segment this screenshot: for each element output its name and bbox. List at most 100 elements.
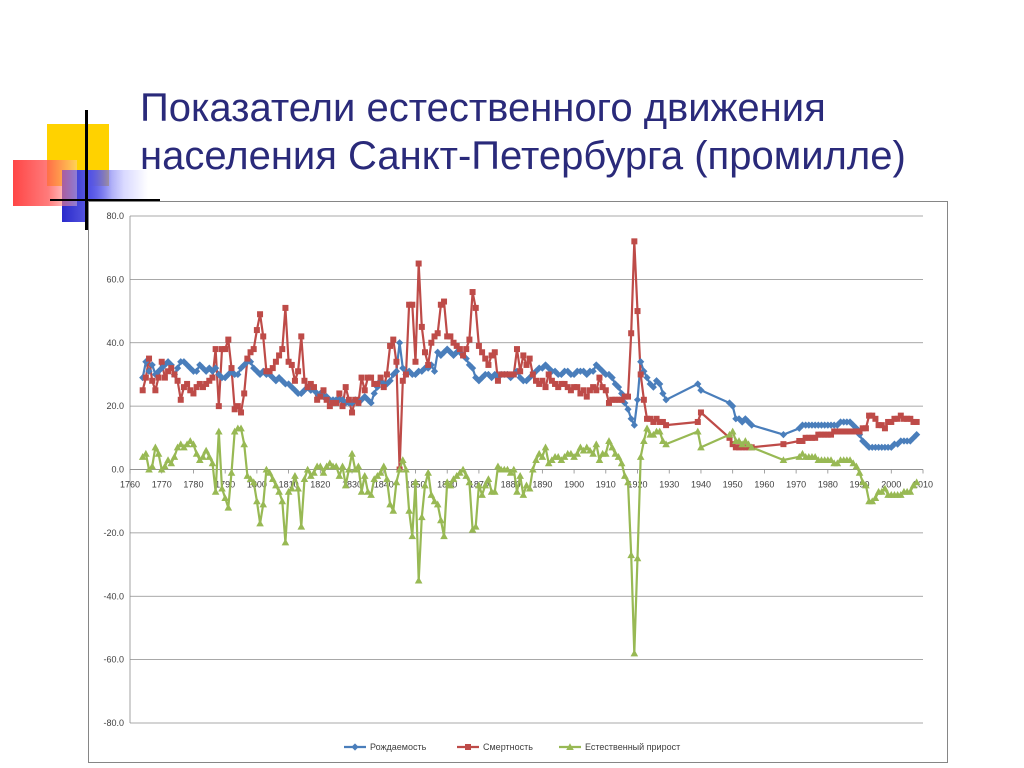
births-point	[364, 396, 372, 404]
deaths-point	[840, 428, 847, 435]
natural-increase-point	[643, 424, 651, 432]
births-point	[557, 370, 565, 379]
deaths-point	[729, 441, 736, 448]
deaths-point	[345, 396, 352, 403]
natural-increase-point	[554, 453, 563, 460]
deaths-point	[307, 380, 314, 387]
deaths-point	[650, 418, 657, 425]
natural-increase-point	[881, 484, 889, 492]
deaths-point	[555, 384, 562, 391]
natural-increase-point	[414, 576, 423, 584]
x-tick-label: 1930	[659, 480, 679, 490]
deaths-point	[910, 418, 917, 425]
deaths-point	[149, 377, 156, 384]
deaths-point	[640, 396, 647, 403]
natural-increase-point	[798, 449, 807, 457]
natural-increase-point	[541, 443, 550, 451]
natural-increase-point	[529, 465, 537, 473]
natural-increase-point	[357, 487, 366, 495]
line-chart: 80.0 60.0 40.0 20.0 0.0 -20.0 -40.0 -60.0 -80.0 1…	[103, 211, 933, 752]
deaths-point	[298, 333, 305, 340]
deaths-point	[539, 377, 546, 384]
natural-increase-point	[446, 481, 455, 489]
deaths-point	[444, 333, 451, 340]
natural-increase-point	[846, 456, 854, 464]
natural-increase-point	[849, 459, 858, 467]
x-tick-label: 1920	[628, 480, 648, 490]
births-point	[662, 396, 670, 404]
deaths-point	[596, 374, 603, 381]
natural-increase-point	[424, 468, 432, 476]
natural-increase-point	[611, 449, 620, 457]
deco-red-bar	[13, 160, 77, 206]
deaths-point	[847, 428, 854, 435]
births-point	[269, 374, 277, 382]
natural-increase-point	[265, 468, 274, 476]
deaths-point	[828, 431, 835, 438]
natural-increase-point	[484, 475, 493, 483]
natural-increase-point	[595, 456, 604, 464]
natural-increase-point	[354, 462, 363, 470]
deaths-point	[869, 412, 876, 419]
natural-increase-point	[624, 478, 632, 486]
natural-increase-point	[405, 506, 413, 514]
deaths-point	[402, 371, 409, 378]
deaths-point	[469, 289, 476, 296]
deaths-point	[609, 396, 616, 403]
deaths-point	[850, 428, 857, 435]
deaths-point	[913, 418, 920, 425]
deaths-point	[456, 346, 463, 353]
natural-increase-point	[440, 532, 448, 540]
deaths-point	[301, 377, 308, 384]
deaths-point	[393, 358, 400, 365]
natural-increase-point	[421, 481, 429, 489]
deco-blue-fade	[88, 170, 148, 200]
deaths-point	[371, 380, 378, 387]
natural-increase-point	[494, 462, 502, 470]
deaths-point	[276, 352, 283, 359]
deaths-point	[250, 346, 257, 353]
deaths-point	[742, 444, 749, 451]
natural-increase-point	[481, 481, 490, 489]
natural-increase-point	[227, 468, 236, 476]
deaths-point	[310, 384, 317, 391]
births-point	[145, 367, 153, 375]
births-point	[592, 361, 600, 369]
deaths-point	[659, 418, 666, 425]
births-point	[437, 351, 445, 360]
deaths-point	[209, 374, 216, 381]
deaths-point	[637, 371, 644, 378]
x-tick-label: 1820	[310, 480, 330, 490]
deaths-point	[799, 437, 806, 444]
natural-increase-point	[811, 453, 819, 460]
births-point	[649, 383, 657, 391]
births-point	[779, 431, 788, 439]
natural-increase-point	[633, 554, 642, 562]
x-tick-label: 1890	[532, 480, 552, 490]
x-tick-label: 1880	[501, 480, 521, 490]
natural-increase-point	[316, 462, 325, 470]
natural-increase-point	[617, 459, 626, 467]
deaths-point	[212, 346, 219, 353]
natural-increase-point	[516, 472, 524, 479]
births-point	[599, 367, 607, 375]
natural-increase-point	[522, 481, 531, 489]
deaths-point	[526, 355, 533, 362]
deaths-point	[479, 349, 486, 356]
natural-increase-point	[475, 481, 483, 489]
deaths-point	[215, 403, 222, 410]
deaths-point	[437, 301, 444, 308]
deaths-point	[282, 304, 289, 311]
births-point	[833, 421, 841, 429]
legend-marker	[351, 743, 359, 751]
deaths-point	[269, 365, 276, 372]
natural-increase-point	[478, 491, 486, 498]
deaths-point	[545, 371, 552, 378]
x-tick-label: 2010	[913, 480, 933, 490]
deaths-point	[529, 371, 536, 378]
deaths-point	[218, 346, 225, 353]
births-point	[418, 367, 426, 375]
deaths-point	[853, 428, 860, 435]
births-point	[589, 367, 597, 375]
deaths-point	[383, 371, 390, 378]
